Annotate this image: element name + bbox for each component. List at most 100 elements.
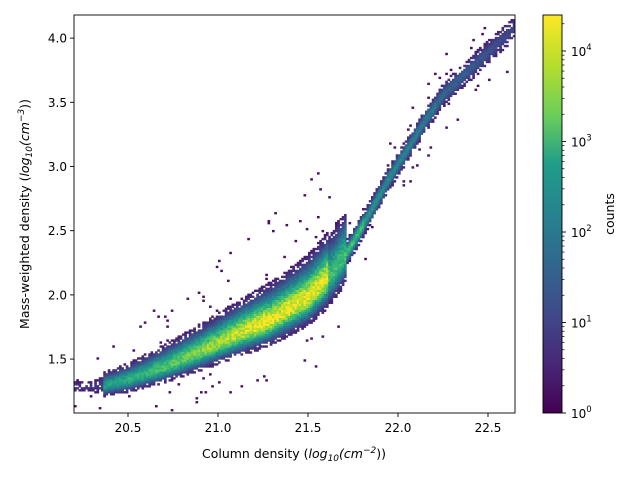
heatmap-cell <box>499 48 502 52</box>
heatmap-cell <box>364 229 367 233</box>
heatmap-cell <box>483 50 487 54</box>
heatmap-cell <box>326 289 329 293</box>
heatmap-cell <box>143 379 147 382</box>
heatmap-cell <box>206 333 210 336</box>
heatmap-cell <box>245 349 248 352</box>
heatmap-cell <box>195 345 199 348</box>
heatmap-cell <box>177 361 181 364</box>
heatmap-cell <box>254 327 257 330</box>
heatmap-cell <box>161 363 165 366</box>
heatmap-cell <box>128 379 131 382</box>
heatmap-cell <box>323 245 327 249</box>
heatmap-cell <box>308 289 311 293</box>
heatmap-cell <box>323 299 327 302</box>
heatmap-cell <box>202 329 205 332</box>
heatmap-cell <box>283 329 286 332</box>
heatmap-cell <box>366 212 370 215</box>
heatmap-cell <box>240 385 244 388</box>
heatmap-cell <box>161 369 165 372</box>
heatmap-cell <box>76 383 79 386</box>
heatmap-cell <box>170 363 174 366</box>
heatmap-cell <box>204 361 208 364</box>
heatmap-cell <box>458 76 462 80</box>
heatmap-cell <box>245 321 248 324</box>
heatmap-cell <box>276 323 280 326</box>
heatmap-cell <box>323 297 327 300</box>
heatmap-cell <box>436 94 439 97</box>
heatmap-cell <box>386 182 390 185</box>
heatmap-cell <box>148 371 151 374</box>
heatmap-cell <box>175 345 178 348</box>
heatmap-cell <box>137 371 140 374</box>
heatmap-cell <box>303 275 307 279</box>
heatmap-cell <box>186 347 190 350</box>
heatmap-cell <box>449 74 453 78</box>
heatmap-cell <box>258 329 262 332</box>
heatmap-cell <box>407 140 410 143</box>
heatmap-cell <box>389 186 392 189</box>
heatmap-cell <box>269 297 273 300</box>
heatmap-cell <box>301 263 304 267</box>
heatmap-cell <box>125 383 129 386</box>
heatmap-cell <box>166 365 169 368</box>
x-tick-label: 22.5 <box>475 421 502 435</box>
heatmap-cell <box>332 289 336 293</box>
heatmap-cell <box>339 227 343 231</box>
heatmap-cell <box>209 347 212 350</box>
heatmap-cell <box>265 337 268 340</box>
heatmap-cell <box>296 299 300 302</box>
heatmap-cell <box>191 349 194 352</box>
heatmap-cell <box>258 327 262 330</box>
heatmap-cell <box>272 339 275 342</box>
heatmap-cell <box>445 126 448 129</box>
heatmap-cell <box>292 319 295 322</box>
heatmap-cell <box>231 315 235 318</box>
heatmap-cell <box>294 311 298 314</box>
heatmap-cell <box>148 377 151 380</box>
heatmap-cell <box>319 293 322 296</box>
heatmap-cell <box>132 369 136 372</box>
heatmap-cell <box>285 293 289 296</box>
heatmap-cell <box>200 347 203 350</box>
heatmap-cell <box>337 265 340 269</box>
heatmap-cell <box>281 285 284 289</box>
heatmap-cell <box>206 357 210 360</box>
heatmap-cell <box>395 176 399 179</box>
heatmap-cell <box>220 335 223 338</box>
heatmap-cell <box>164 365 167 368</box>
heatmap-cell <box>404 156 408 159</box>
heatmap-cell <box>175 361 178 364</box>
heatmap-cell <box>224 337 228 340</box>
heatmap-cell <box>231 343 235 346</box>
heatmap-cell <box>344 271 347 275</box>
heatmap-cell <box>274 291 277 294</box>
heatmap-cell <box>344 241 347 245</box>
heatmap-cell <box>177 359 181 362</box>
heatmap-cell <box>321 285 325 289</box>
heatmap-cell <box>299 317 302 320</box>
heatmap-cell <box>386 180 390 183</box>
heatmap-cell <box>263 317 266 320</box>
heatmap-cell <box>139 363 142 366</box>
heatmap-cell <box>494 36 498 40</box>
heatmap-cell <box>420 118 424 121</box>
heatmap-cell <box>161 367 165 370</box>
heatmap-cell <box>254 323 257 326</box>
heatmap-cell <box>254 333 257 336</box>
heatmap-cell <box>166 357 169 360</box>
heatmap-cell <box>339 265 343 269</box>
heatmap-cell <box>409 146 412 149</box>
heatmap-cell <box>139 377 142 380</box>
heatmap-cell <box>103 389 106 392</box>
heatmap-cell <box>236 333 239 336</box>
heatmap-cell <box>141 365 145 368</box>
heatmap-cell <box>251 339 255 342</box>
heatmap-cell <box>292 285 295 289</box>
heatmap-cell <box>177 351 181 354</box>
heatmap-cell <box>445 52 448 56</box>
heatmap-cell <box>461 78 464 82</box>
heatmap-cell <box>425 124 428 127</box>
heatmap-cell <box>247 295 250 298</box>
heatmap-cell <box>233 329 237 332</box>
heatmap-cell <box>141 371 145 374</box>
